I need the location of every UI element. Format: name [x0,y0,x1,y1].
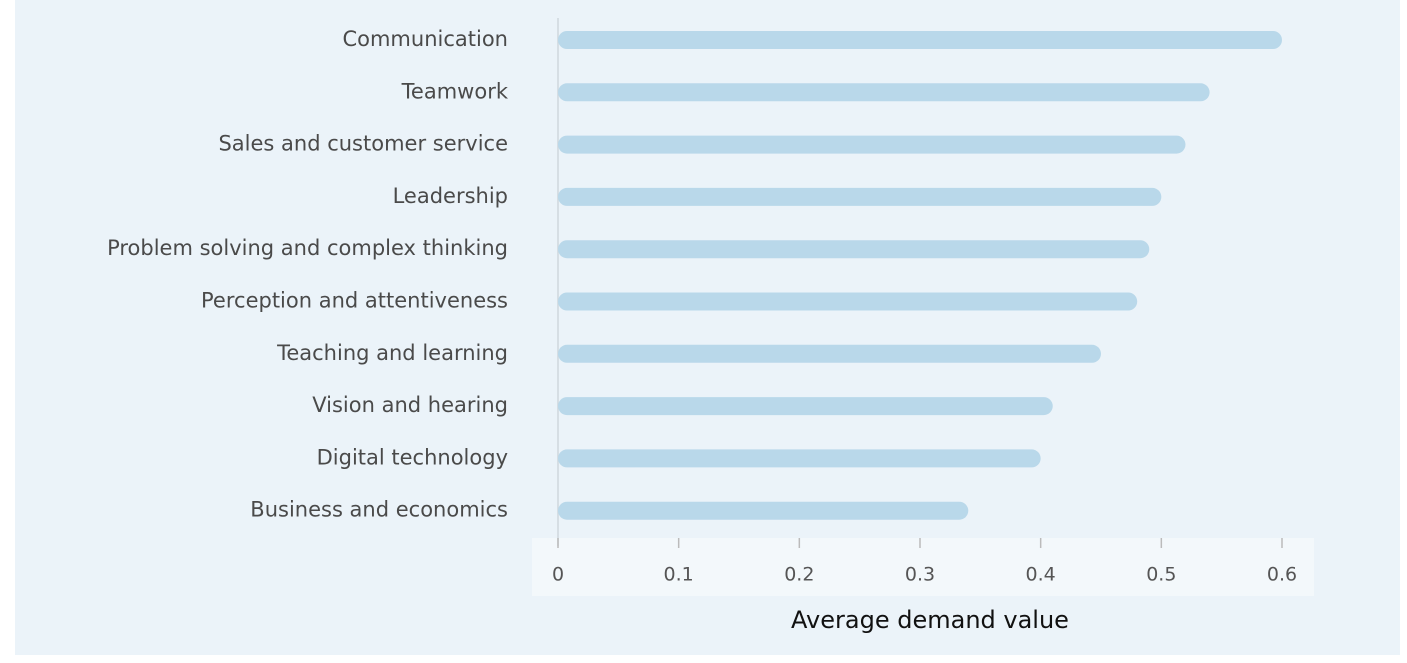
bar [558,187,1162,206]
y-tick-label: Teamwork [401,79,509,103]
x-axis-label: Average demand value [791,606,1069,634]
x-tick-label: 0.2 [784,564,814,586]
y-tick-label: Perception and attentiveness [201,289,508,313]
bar [558,449,1041,468]
bar [558,501,969,520]
y-tick-label: Leadership [393,184,508,208]
bar [558,240,1150,259]
bar [558,31,1282,49]
x-tick-label: 0.6 [1267,564,1297,586]
bar [558,83,1210,102]
y-tick-label: Communication [342,27,508,51]
x-tick-label: 0 [552,564,564,586]
y-tick-label: Digital technology [317,445,508,469]
y-tick-label: Sales and customer service [218,132,508,156]
x-tick-label: 0.1 [664,564,694,586]
x-tick-label: 0.4 [1026,564,1056,586]
bar [558,292,1138,311]
y-tick-label: Vision and hearing [312,393,508,417]
y-tick-label: Business and economics [250,498,508,522]
x-tick-label: 0.5 [1146,564,1176,586]
axis-band [532,538,1314,596]
bar [558,135,1186,154]
x-tick-label: 0.3 [905,564,935,586]
y-tick-label: Problem solving and complex thinking [107,236,508,260]
bar [558,397,1053,416]
y-tick-label: Teaching and learning [276,341,508,365]
bar [558,344,1101,363]
